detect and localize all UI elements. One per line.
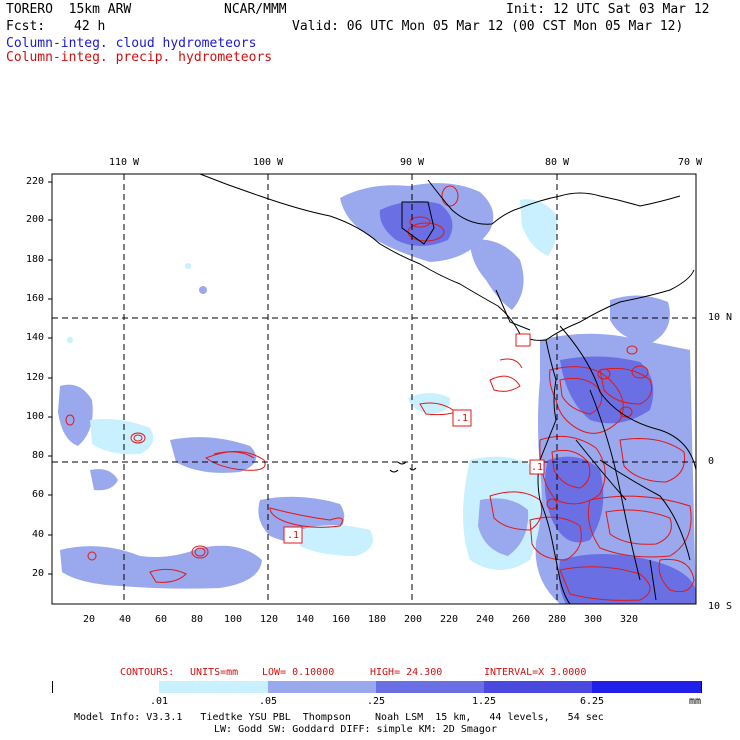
colorbar-label: 1.25	[471, 696, 497, 707]
map-frame	[51, 173, 697, 605]
contour-label: CONTOURS:	[120, 667, 175, 678]
y-tick: 20	[31, 568, 44, 579]
colorbar-label: .01	[149, 696, 169, 707]
x-tick: 300	[583, 614, 603, 625]
x-tick: 20	[82, 614, 96, 625]
y-tick: 100	[25, 411, 44, 422]
lon-label: 100 W	[252, 157, 284, 168]
x-tick: 280	[547, 614, 567, 625]
lat-label: 10 S	[708, 601, 733, 612]
x-tick: 40	[118, 614, 132, 625]
colorbar-label: .05	[258, 696, 278, 707]
x-tick: 320	[619, 614, 639, 625]
valid-time: Valid: 06 UTC Mon 05 Mar 12 (00 CST Mon …	[292, 19, 684, 34]
y-tick: 80	[31, 450, 44, 461]
x-tick: 80	[190, 614, 204, 625]
y-tick: 160	[25, 293, 44, 304]
colorbar-cell	[484, 681, 592, 693]
colorbar-label: .25	[366, 696, 386, 707]
lon-label: 80 W	[544, 157, 570, 168]
contour-units: UNITS=mm	[190, 667, 239, 678]
y-tick: 40	[31, 529, 44, 540]
lon-label: 90 W	[399, 157, 425, 168]
x-tick: 200	[403, 614, 423, 625]
colorbar-cell	[268, 681, 376, 693]
fcst-label: Fcst:	[6, 19, 46, 34]
tick-marks	[48, 181, 52, 575]
model-info: Model Info: V3.3.1 Tiedtke YSU PBL Thomp…	[74, 712, 604, 723]
cloud-field	[58, 183, 696, 604]
coastlines	[199, 173, 697, 605]
y-tick: 140	[25, 332, 44, 343]
colorbar-unit: mm	[688, 696, 702, 707]
y-tick: 120	[25, 372, 44, 383]
precip-contours	[65, 185, 695, 601]
colorbar-cell	[159, 681, 268, 693]
contour-box-label: .1	[531, 462, 544, 473]
lat-label: 10 N	[708, 312, 733, 323]
lon-label: 70 W	[677, 157, 703, 168]
y-tick: 220	[25, 176, 44, 187]
lon-label: 110 W	[108, 157, 140, 168]
contour-box-label: .1	[287, 530, 300, 541]
model-title: TORERO 15km ARW	[6, 2, 132, 17]
colorbar-cell	[53, 681, 159, 693]
y-tick: 60	[31, 489, 44, 500]
x-tick: 240	[475, 614, 495, 625]
lat-lon-grid	[52, 174, 696, 604]
x-tick: 180	[367, 614, 387, 625]
y-tick: 180	[25, 254, 44, 265]
x-tick: 60	[154, 614, 168, 625]
legend-cloud: Column-integ. cloud hydrometeors	[6, 36, 257, 51]
contour-low: LOW= 0.10000	[262, 667, 335, 678]
contour-box-label: .1	[456, 413, 469, 424]
x-tick: 160	[331, 614, 351, 625]
x-tick: 220	[439, 614, 459, 625]
legend-precip: Column-integ. precip. hydrometeors	[6, 50, 273, 65]
center-name: NCAR/MMM	[224, 2, 287, 17]
colorbar-label: 6.25	[579, 696, 605, 707]
x-tick: 140	[295, 614, 315, 625]
colorbar-cell	[376, 681, 484, 693]
contour-high: HIGH= 24.300	[370, 667, 443, 678]
model-info-physics: LW: Godd SW: Goddard DIFF: simple KM: 2D…	[214, 724, 497, 735]
colorbar-cell	[592, 681, 701, 693]
x-tick: 260	[511, 614, 531, 625]
label-boxes	[283, 333, 545, 544]
lat-label: 0	[708, 456, 715, 467]
x-tick: 120	[259, 614, 279, 625]
y-tick: 200	[25, 214, 44, 225]
init-time: Init: 12 UTC Sat 03 Mar 12	[506, 2, 710, 17]
x-tick: 100	[223, 614, 243, 625]
contour-interval: INTERVAL=X 3.0000	[484, 667, 587, 678]
fcst-value: 42 h	[74, 19, 106, 34]
